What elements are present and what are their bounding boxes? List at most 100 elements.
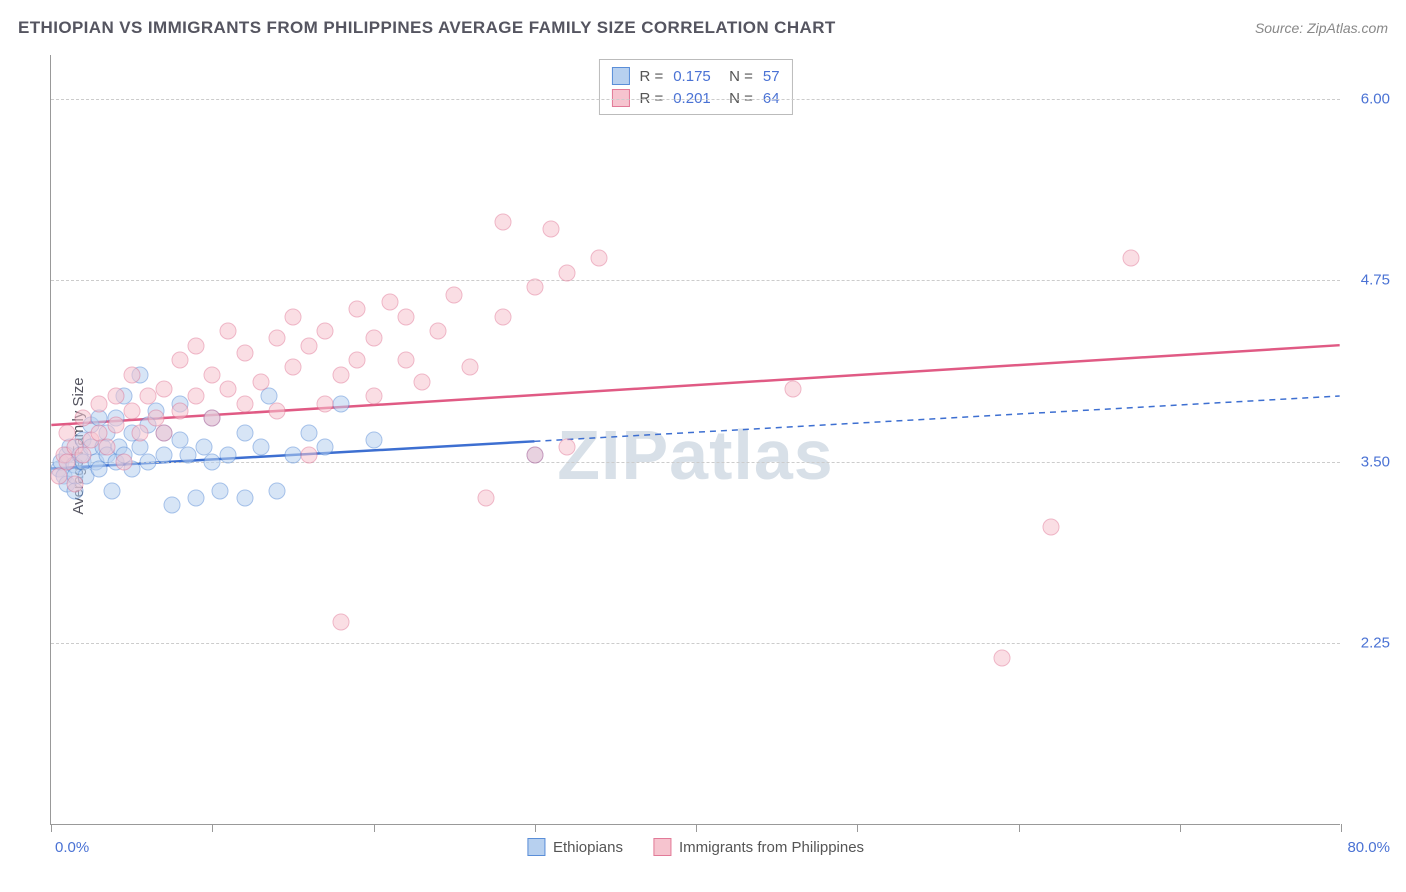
scatter-point	[59, 453, 76, 470]
scatter-point	[397, 308, 414, 325]
x-tick	[1019, 824, 1020, 832]
scatter-point	[91, 395, 108, 412]
grid-line	[51, 99, 1340, 100]
scatter-point	[236, 395, 253, 412]
scatter-point	[1123, 250, 1140, 267]
scatter-point	[333, 395, 350, 412]
scatter-point	[591, 250, 608, 267]
legend-swatch	[653, 838, 671, 856]
x-tick	[212, 824, 213, 832]
x-tick	[535, 824, 536, 832]
scatter-point	[301, 446, 318, 463]
scatter-point	[784, 381, 801, 398]
scatter-point	[172, 352, 189, 369]
scatter-point	[413, 373, 430, 390]
scatter-point	[236, 424, 253, 441]
scatter-point	[236, 344, 253, 361]
x-tick	[857, 824, 858, 832]
scatter-point	[284, 446, 301, 463]
legend-item: Immigrants from Philippines	[653, 838, 864, 856]
scatter-point	[284, 359, 301, 376]
scatter-point	[104, 482, 121, 499]
scatter-point	[446, 286, 463, 303]
scatter-point	[397, 352, 414, 369]
scatter-point	[172, 402, 189, 419]
legend-label: Ethiopians	[553, 839, 623, 856]
scatter-point	[155, 381, 172, 398]
scatter-point	[107, 388, 124, 405]
scatter-point	[494, 214, 511, 231]
scatter-point	[333, 366, 350, 383]
scatter-point	[75, 410, 92, 427]
legend-label: Immigrants from Philippines	[679, 839, 864, 856]
watermark: ZIPatlas	[557, 415, 833, 495]
scatter-point	[204, 366, 221, 383]
scatter-point	[349, 352, 366, 369]
source-label: Source: ZipAtlas.com	[1255, 20, 1388, 36]
scatter-point	[317, 395, 334, 412]
scatter-point	[163, 497, 180, 514]
scatter-point	[1042, 519, 1059, 536]
x-axis-min-label: 0.0%	[55, 839, 89, 856]
plot-area: ZIPatlas R = 0.175 N = 57R = 0.201 N = 6…	[50, 55, 1340, 825]
scatter-point	[99, 439, 116, 456]
x-tick	[1341, 824, 1342, 832]
x-axis-max-label: 80.0%	[1347, 839, 1390, 856]
scatter-point	[268, 402, 285, 419]
y-tick-label: 4.75	[1361, 272, 1390, 289]
stats-row: R = 0.175 N = 57	[611, 65, 779, 87]
scatter-point	[365, 330, 382, 347]
scatter-point	[542, 221, 559, 238]
scatter-point	[559, 439, 576, 456]
scatter-point	[349, 301, 366, 318]
grid-line	[51, 462, 1340, 463]
n-label: N =	[721, 68, 753, 85]
scatter-point	[478, 490, 495, 507]
x-tick	[696, 824, 697, 832]
scatter-point	[115, 453, 132, 470]
scatter-point	[462, 359, 479, 376]
legend-swatch	[527, 838, 545, 856]
scatter-point	[252, 373, 269, 390]
scatter-point	[188, 490, 205, 507]
scatter-point	[317, 323, 334, 340]
scatter-point	[559, 264, 576, 281]
scatter-point	[107, 417, 124, 434]
scatter-point	[365, 432, 382, 449]
scatter-point	[188, 337, 205, 354]
scatter-point	[67, 475, 84, 492]
scatter-point	[301, 337, 318, 354]
scatter-point	[75, 446, 92, 463]
scatter-point	[188, 388, 205, 405]
scatter-point	[123, 366, 140, 383]
scatter-point	[284, 308, 301, 325]
scatter-point	[526, 279, 543, 296]
scatter-point	[317, 439, 334, 456]
r-value: 0.175	[673, 68, 711, 85]
series-legend: Ethiopians Immigrants from Philippines	[527, 838, 864, 856]
scatter-point	[91, 461, 108, 478]
scatter-point	[139, 453, 156, 470]
scatter-point	[204, 453, 221, 470]
scatter-point	[994, 649, 1011, 666]
scatter-point	[212, 482, 229, 499]
scatter-point	[526, 446, 543, 463]
scatter-point	[180, 446, 197, 463]
scatter-point	[381, 293, 398, 310]
scatter-point	[220, 323, 237, 340]
grid-line	[51, 643, 1340, 644]
x-tick	[51, 824, 52, 832]
scatter-point	[131, 424, 148, 441]
n-value: 57	[763, 68, 780, 85]
scatter-point	[51, 468, 68, 485]
x-tick	[374, 824, 375, 832]
scatter-point	[252, 439, 269, 456]
scatter-point	[268, 330, 285, 347]
scatter-point	[139, 388, 156, 405]
grid-line	[51, 280, 1340, 281]
scatter-point	[204, 410, 221, 427]
scatter-point	[220, 446, 237, 463]
scatter-point	[301, 424, 318, 441]
chart-title: ETHIOPIAN VS IMMIGRANTS FROM PHILIPPINES…	[18, 18, 836, 38]
r-label: R =	[639, 68, 663, 85]
